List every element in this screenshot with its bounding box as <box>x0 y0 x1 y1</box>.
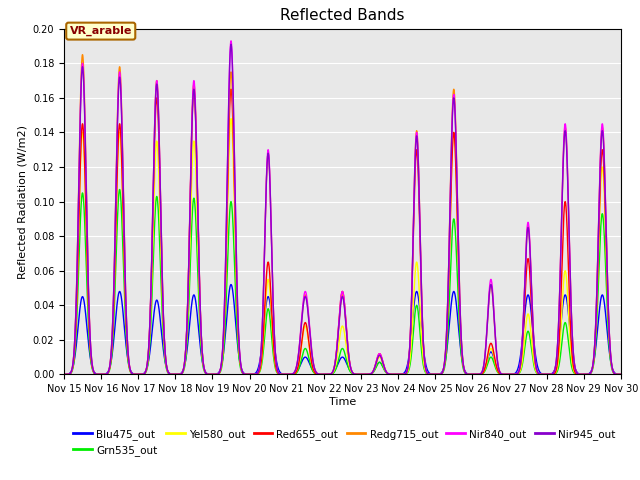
Redg715_out <box>436 372 444 377</box>
Nir945_out <box>160 330 168 336</box>
Nir945_out <box>322 372 330 377</box>
Text: VR_arable: VR_arable <box>70 26 132 36</box>
Legend: Blu475_out, Grn535_out, Yel580_out, Red655_out, Redg715_out, Nir840_out, Nir945_: Blu475_out, Grn535_out, Yel580_out, Red6… <box>69 424 620 460</box>
Blu475_out <box>467 372 475 377</box>
Blu475_out <box>160 352 168 358</box>
Nir840_out <box>60 372 68 377</box>
Y-axis label: Reflected Radiation (W/m2): Reflected Radiation (W/m2) <box>17 125 28 278</box>
Grn535_out <box>116 187 124 192</box>
Grn535_out <box>436 372 444 377</box>
Redg715_out <box>467 372 475 377</box>
Line: Yel580_out: Yel580_out <box>64 119 621 374</box>
Nir945_out <box>499 372 507 377</box>
Nir945_out <box>60 372 68 377</box>
Redg715_out <box>60 372 68 377</box>
Yel580_out <box>227 116 235 121</box>
Yel580_out <box>60 372 68 377</box>
Blu475_out <box>617 372 625 377</box>
Red655_out <box>190 86 198 92</box>
Nir840_out <box>617 372 625 377</box>
Nir945_out <box>467 372 475 377</box>
Grn535_out <box>322 372 330 377</box>
Redg715_out <box>79 52 86 58</box>
Grn535_out <box>161 348 168 353</box>
Red655_out <box>499 372 507 377</box>
Line: Nir945_out: Nir945_out <box>64 44 621 374</box>
Nir840_out <box>467 372 475 377</box>
Nir945_out <box>436 372 444 377</box>
Yel580_out <box>467 372 475 377</box>
Redg715_out <box>616 372 624 377</box>
Nir840_out <box>616 372 624 377</box>
Redg715_out <box>161 332 168 338</box>
Red655_out <box>616 372 624 377</box>
Red655_out <box>436 372 444 377</box>
Nir840_out <box>322 372 330 377</box>
Title: Reflected Bands: Reflected Bands <box>280 9 404 24</box>
Line: Nir840_out: Nir840_out <box>64 41 621 374</box>
Blu475_out <box>227 282 235 288</box>
X-axis label: Time: Time <box>329 397 356 407</box>
Nir840_out <box>227 38 235 44</box>
Red655_out <box>467 372 475 377</box>
Grn535_out <box>616 372 624 377</box>
Grn535_out <box>499 372 507 377</box>
Red655_out <box>160 332 168 338</box>
Nir945_out <box>617 372 625 377</box>
Nir945_out <box>616 372 624 377</box>
Nir840_out <box>436 372 444 377</box>
Line: Redg715_out: Redg715_out <box>64 55 621 374</box>
Grn535_out <box>617 372 625 377</box>
Red655_out <box>617 372 625 377</box>
Line: Grn535_out: Grn535_out <box>64 190 621 374</box>
Red655_out <box>322 372 330 377</box>
Blu475_out <box>616 372 624 377</box>
Redg715_out <box>499 372 507 377</box>
Red655_out <box>60 372 68 377</box>
Yel580_out <box>436 372 444 377</box>
Line: Blu475_out: Blu475_out <box>64 285 621 374</box>
Grn535_out <box>467 372 475 377</box>
Nir945_out <box>227 41 235 47</box>
Yel580_out <box>322 372 330 377</box>
Yel580_out <box>616 372 624 377</box>
Yel580_out <box>499 372 507 377</box>
Blu475_out <box>436 371 444 376</box>
Redg715_out <box>322 372 330 377</box>
Line: Red655_out: Red655_out <box>64 89 621 374</box>
Nir840_out <box>499 372 507 377</box>
Yel580_out <box>617 372 625 377</box>
Blu475_out <box>60 372 68 377</box>
Grn535_out <box>60 372 68 377</box>
Yel580_out <box>160 338 168 344</box>
Redg715_out <box>617 372 625 377</box>
Nir840_out <box>160 329 168 335</box>
Blu475_out <box>499 372 507 377</box>
Blu475_out <box>322 372 330 377</box>
